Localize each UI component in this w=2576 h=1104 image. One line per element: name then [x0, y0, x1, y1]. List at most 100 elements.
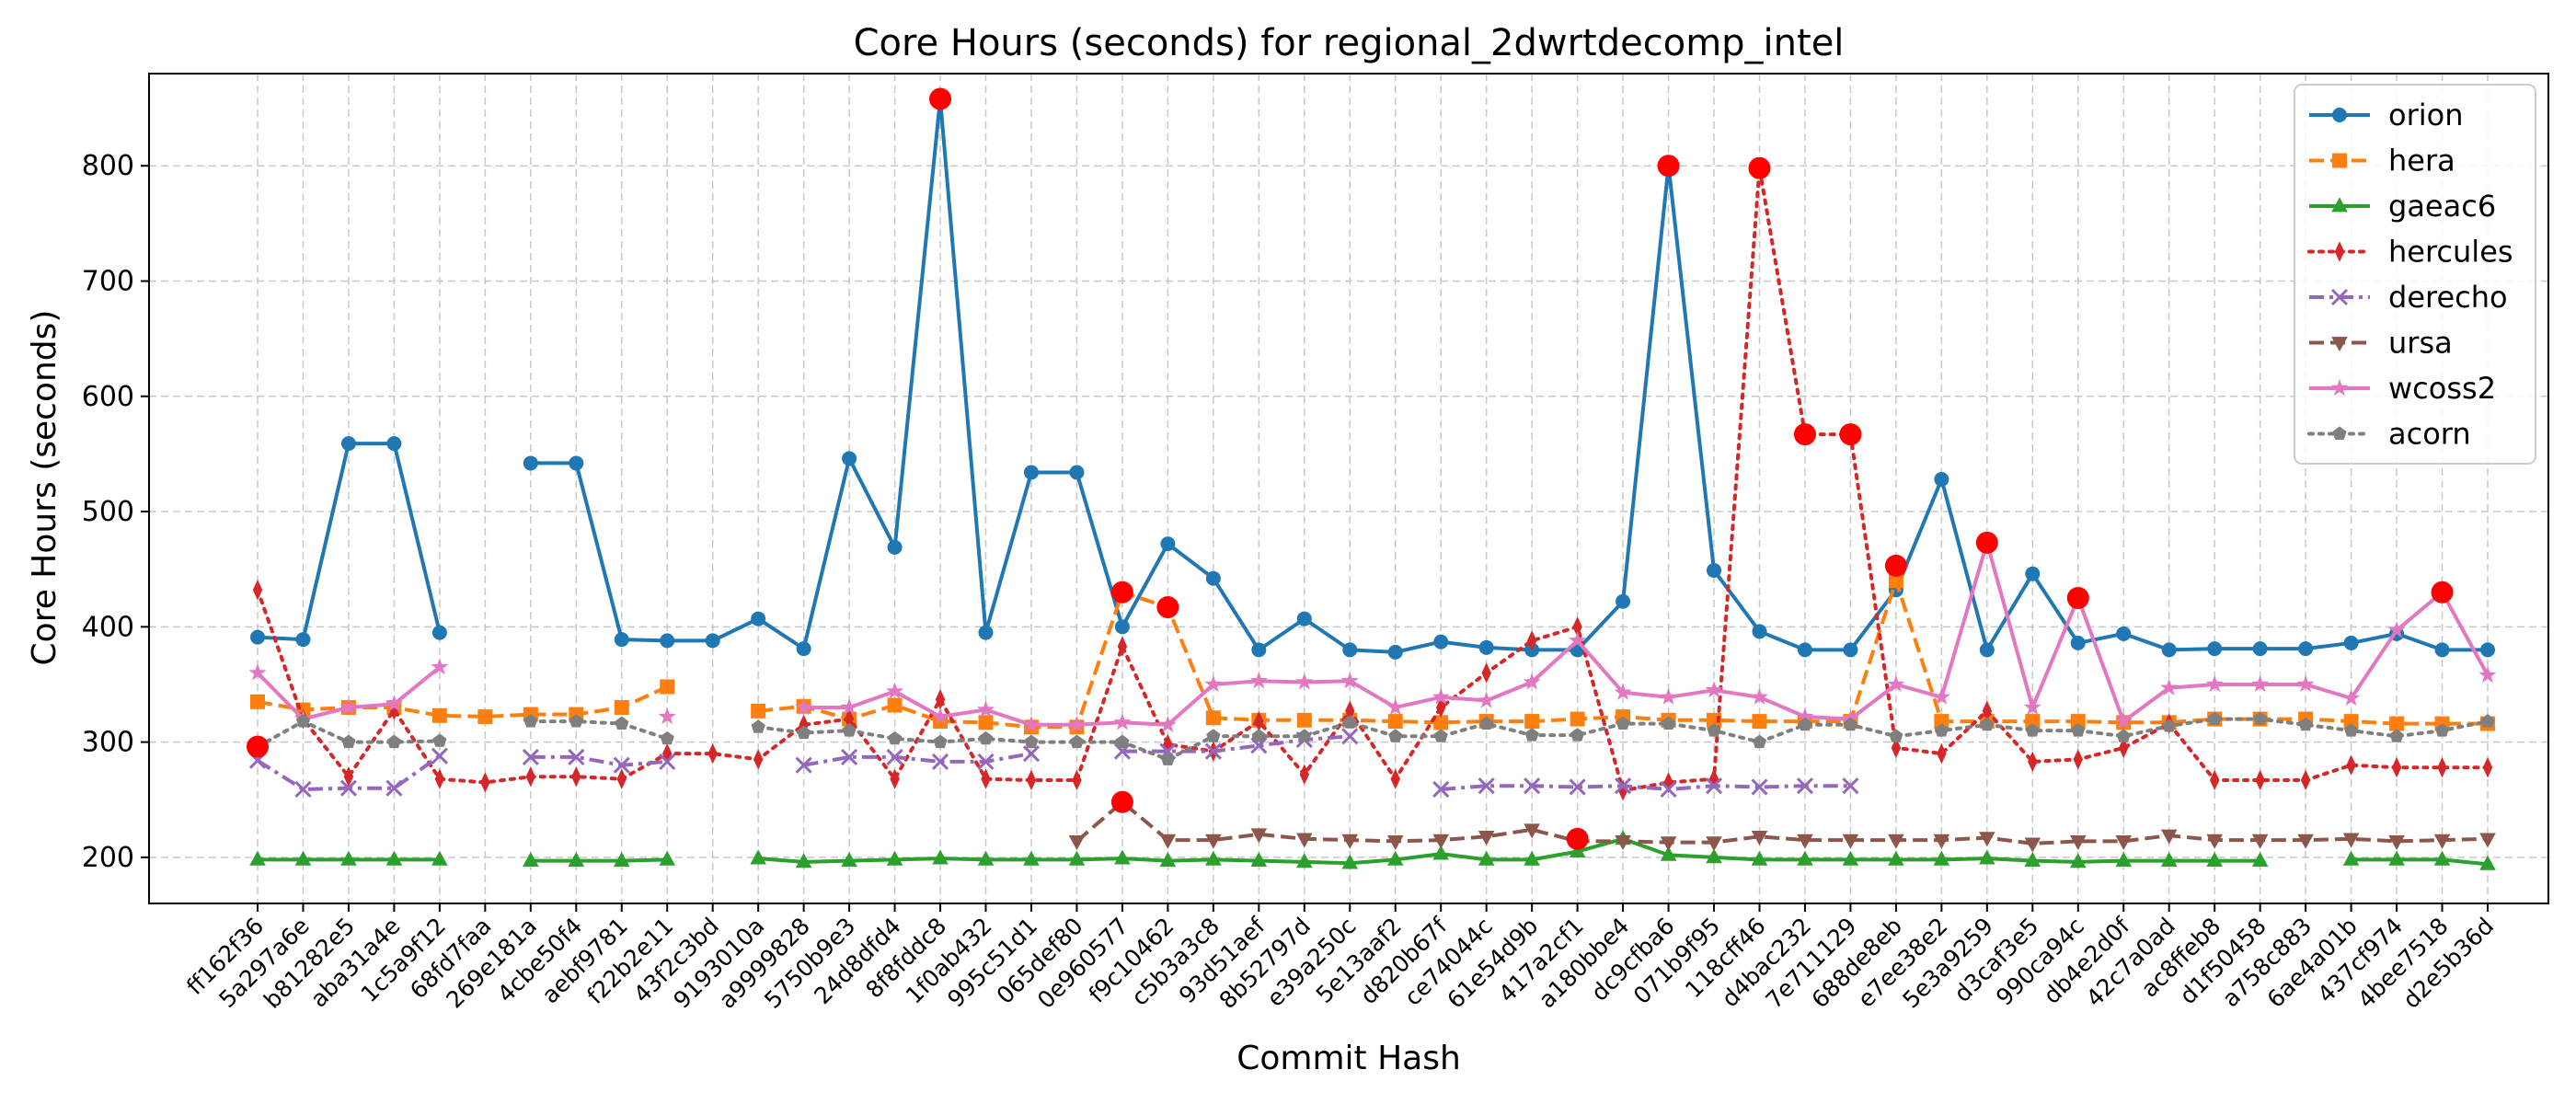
data-point-orion [2116, 626, 2132, 641]
data-point-orion [1752, 624, 1767, 639]
data-point-orion [2070, 635, 2086, 650]
data-point-gaeac6 [294, 850, 312, 866]
data-point-ursa [2160, 829, 2178, 845]
data-point-hercules [616, 768, 627, 789]
series-line-gaeac6 [2351, 857, 2489, 867]
data-point-acorn [2162, 719, 2177, 732]
data-point-derecho [568, 748, 585, 765]
data-point-gaeac6 [1888, 850, 1904, 866]
data-point-orion [796, 641, 811, 657]
data-point-wcoss2 [1932, 687, 1950, 705]
data-point-acorn [386, 734, 401, 749]
data-point-gaeac6 [2115, 852, 2133, 868]
data-point-ursa [1295, 833, 1313, 848]
series-line-acorn [528, 719, 670, 741]
series-line-derecho [1121, 734, 1351, 753]
data-point-acorn [1115, 734, 1130, 749]
data-point-orion [431, 625, 447, 640]
data-point-wcoss2 [248, 663, 267, 681]
data-point-ursa [1432, 834, 1450, 849]
legend-label: gaeac6 [2388, 189, 2496, 224]
data-point-hercules [1254, 710, 1264, 732]
data-point-wcoss2 [1432, 687, 1450, 705]
series-lines [248, 91, 2497, 870]
data-point-hera [2025, 714, 2041, 730]
data-point-acorn [2207, 711, 2222, 725]
y-tick-label: 500 [82, 496, 134, 528]
data-point-acorn [523, 714, 538, 728]
data-point-hera [1433, 715, 1449, 730]
y-tick-label: 700 [82, 266, 134, 298]
series-line-derecho [803, 752, 1032, 767]
data-point-wcoss2 [339, 698, 358, 716]
data-point-derecho [1250, 737, 1268, 754]
data-point-acorn [1388, 729, 1403, 742]
data-point-wcoss2 [1523, 673, 1541, 690]
series-line-gaeac6 [758, 836, 2260, 866]
legend-item-ursa: ursa [2309, 326, 2453, 361]
data-point-wcoss2 [977, 700, 995, 718]
data-point-gaeac6 [1524, 850, 1540, 866]
data-point-derecho [1615, 777, 1632, 795]
data-point-gaeac6 [841, 852, 857, 868]
data-point-gaeac6 [1159, 852, 1177, 868]
data-point-acorn [888, 730, 903, 745]
data-point-orion [2252, 641, 2268, 657]
data-point-hercules [2255, 769, 2265, 791]
data-point-gaeac6 [431, 850, 448, 866]
data-point-hercules [1390, 768, 1400, 789]
data-point-acorn [2025, 723, 2040, 737]
data-point-acorn [341, 734, 356, 749]
series-gaeac6 [249, 830, 2496, 870]
legend-marker [2332, 108, 2347, 122]
data-point-ursa [2024, 837, 2041, 853]
highlight-point [1110, 790, 1133, 813]
data-point-acorn [2480, 714, 2495, 728]
data-point-acorn [660, 730, 674, 745]
legend-label: hera [2388, 144, 2455, 178]
data-point-orion [1069, 465, 1085, 480]
data-point-wcoss2 [2023, 698, 2041, 716]
data-point-orion [1707, 562, 1722, 578]
data-point-derecho [339, 779, 357, 797]
series-line-derecho [530, 754, 668, 767]
data-point-hercules [1891, 737, 1902, 759]
data-point-derecho [795, 756, 812, 774]
data-point-hercules [1163, 733, 1173, 755]
data-point-hercules [1663, 772, 1673, 793]
data-point-wcoss2 [2478, 666, 2497, 683]
data-point-acorn [1661, 716, 1676, 730]
data-point-orion [1251, 642, 1267, 658]
data-point-orion [1342, 642, 1358, 658]
data-point-orion [1205, 570, 1221, 586]
data-point-derecho [385, 779, 403, 797]
data-point-hera [1205, 710, 1221, 726]
data-point-acorn [1616, 716, 1630, 730]
data-point-gaeac6 [523, 852, 539, 868]
data-point-orion [660, 633, 675, 649]
data-point-gaeac6 [2160, 852, 2178, 868]
legend: orion hera gaeac6 hercules derecho ursa wcoss2… [2294, 84, 2536, 465]
data-point-acorn [2116, 729, 2131, 742]
data-point-ursa [1706, 836, 1722, 852]
data-point-gaeac6 [1295, 853, 1313, 868]
highlight-point [2431, 581, 2454, 604]
data-point-acorn [1206, 729, 1221, 742]
data-point-derecho [1796, 777, 1814, 795]
data-point-orion [2434, 642, 2450, 658]
data-point-acorn [1843, 717, 1857, 731]
data-point-ursa [1751, 830, 1768, 845]
series-line-wcoss2 [803, 540, 2490, 727]
data-point-gaeac6 [340, 850, 357, 866]
data-point-gaeac6 [1250, 852, 1268, 868]
data-point-hercules [2346, 754, 2356, 776]
data-point-orion [751, 611, 766, 627]
data-point-acorn [2253, 711, 2268, 725]
data-point-derecho [977, 753, 995, 770]
data-point-wcoss2 [431, 658, 449, 675]
data-point-orion [1023, 465, 1039, 480]
data-point-gaeac6 [1341, 854, 1359, 869]
data-point-gaeac6 [2479, 855, 2496, 870]
data-point-orion [2480, 642, 2495, 658]
